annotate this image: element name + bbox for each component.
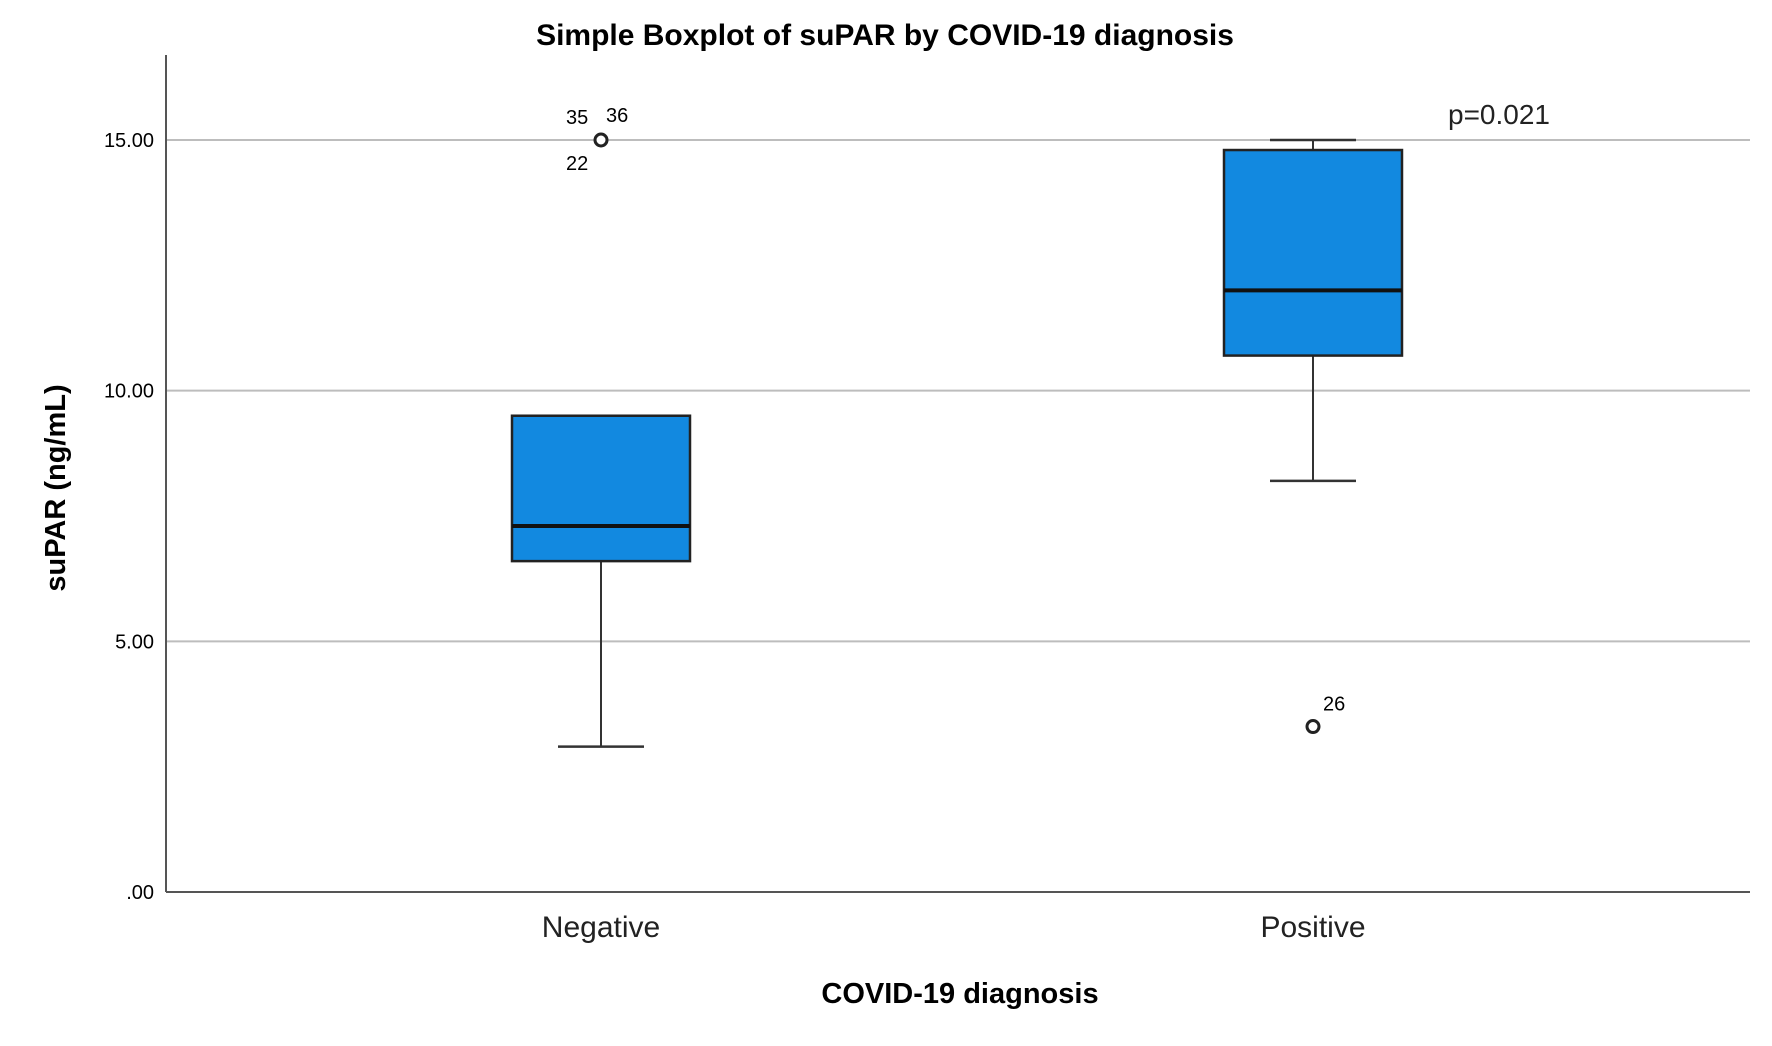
outlier-label: 26	[1323, 694, 1345, 716]
box-iqr	[1222, 148, 1404, 357]
y-axis-label: suPAR (ng/mL)	[40, 384, 72, 591]
x-tick-label: Positive	[1260, 911, 1365, 944]
y-tick-label: .00	[126, 882, 154, 904]
outlier-point	[593, 132, 609, 148]
outlier-label: 36	[606, 105, 628, 127]
box-iqr	[510, 414, 692, 563]
y-tick-label: 15.00	[104, 130, 154, 152]
outlier-point	[1305, 719, 1321, 735]
outlier-label: 35	[566, 107, 588, 129]
y-tick-label: 10.00	[104, 381, 154, 403]
x-axis-label: COVID-19 diagnosis	[821, 978, 1098, 1010]
p-value-annotation: p=0.021	[1448, 99, 1550, 130]
x-tick-label: Negative	[542, 911, 660, 944]
chart-title: Simple Boxplot of suPAR by COVID-19 diag…	[536, 19, 1234, 52]
y-tick-label: 5.00	[115, 631, 154, 653]
outlier-label: 22	[566, 153, 588, 175]
plot-area: .00 5.00 10.00 15.00 Negative Positive 35 36 22 2…	[104, 55, 1750, 944]
